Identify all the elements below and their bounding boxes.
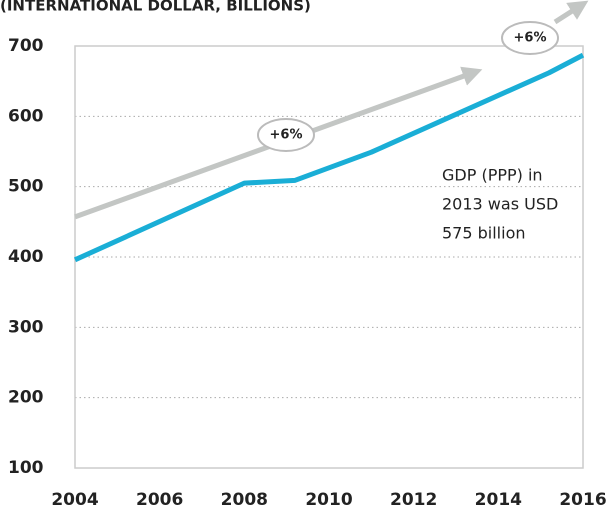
- annotation-bubble: [501, 21, 559, 55]
- annotation: +6%: [270, 128, 303, 143]
- y-tick-label: 200: [8, 388, 44, 408]
- y-tick-label: 700: [8, 36, 44, 56]
- y-tick-label: 100: [8, 458, 44, 478]
- annotation: +6%: [514, 31, 547, 46]
- trend-arrow: [553, 0, 589, 25]
- x-tick-label: 2004: [51, 490, 98, 510]
- x-tick-label: 2016: [559, 490, 606, 510]
- y-tick-label: 600: [8, 106, 44, 126]
- annotation: 2013 was USD: [442, 195, 558, 214]
- plot-frame: [74, 45, 584, 469]
- x-tick-label: 2006: [136, 490, 183, 510]
- x-tick-label: 2012: [390, 490, 437, 510]
- y-tick-label: 300: [8, 317, 44, 337]
- annotation-bubble: [257, 118, 315, 152]
- x-tick-label: 2014: [475, 490, 522, 510]
- x-tick-label: 2008: [221, 490, 268, 510]
- chart-title: (INTERNATIONAL DOLLAR, BILLIONS): [0, 0, 311, 15]
- annotation: 575 billion: [442, 224, 526, 243]
- x-tick-label: 2010: [305, 490, 352, 510]
- y-tick-label: 400: [8, 247, 44, 267]
- y-tick-label: 500: [8, 177, 44, 197]
- series-line: [73, 52, 585, 263]
- annotation: GDP (PPP) in: [442, 166, 543, 185]
